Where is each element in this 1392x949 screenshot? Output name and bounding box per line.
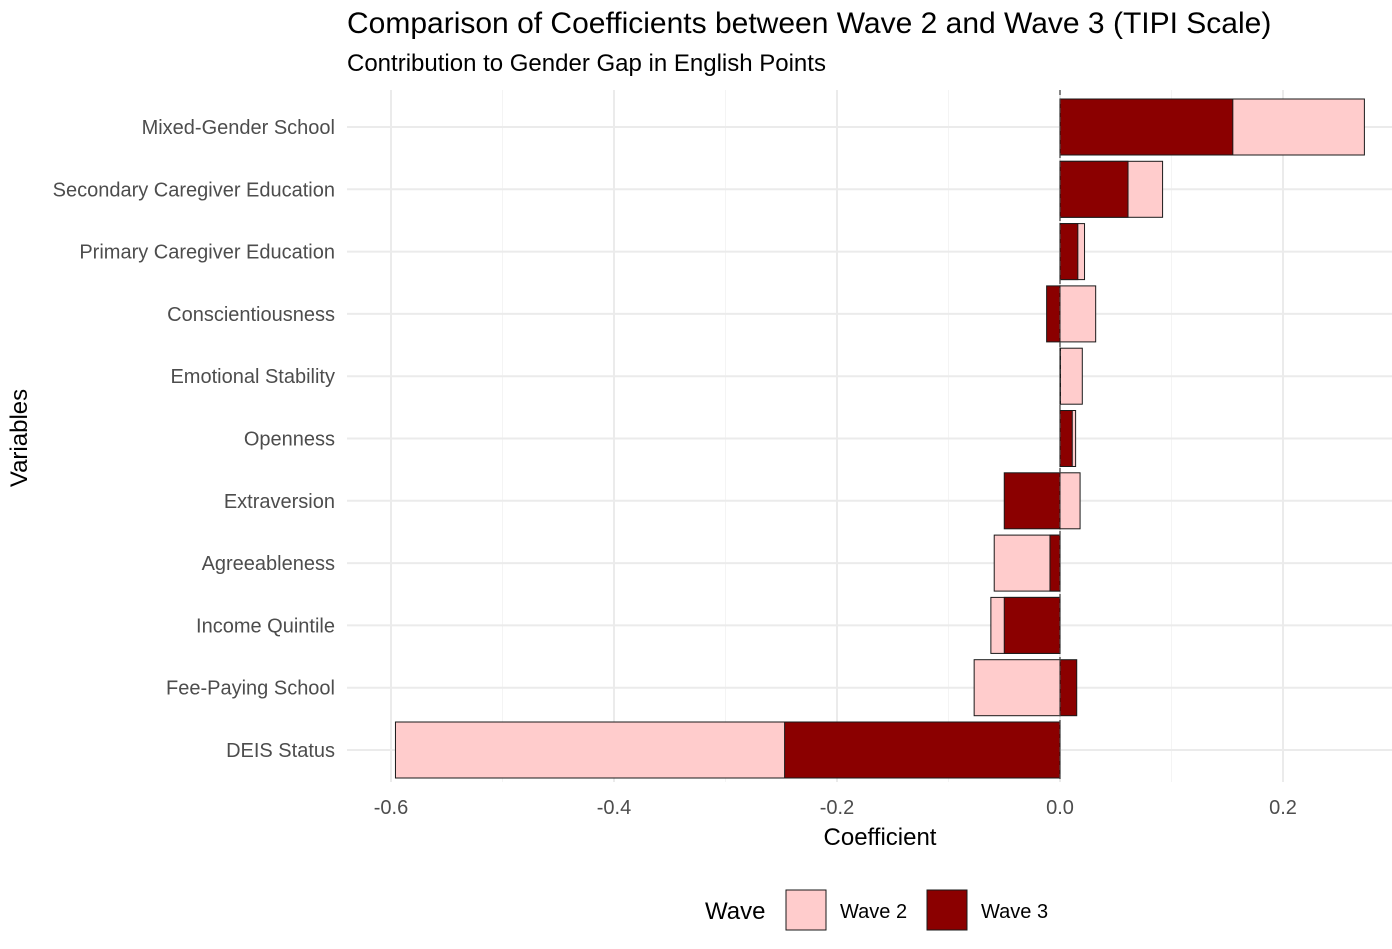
y-tick-label: Fee-Paying School	[166, 678, 335, 700]
y-axis-title: Variables	[6, 389, 33, 487]
legend-swatch-wave-3	[926, 889, 968, 931]
bar-wave-2-fee-paying-school	[973, 659, 1061, 717]
y-tick-label: DEIS Status	[226, 740, 335, 762]
legend-title: Wave	[705, 898, 765, 925]
bar-wave-3-secondary-caregiver-education	[1059, 160, 1129, 218]
bars-layer	[394, 90, 1365, 782]
y-tick-labels: Mixed-Gender School Secondary Caregiver E…	[53, 117, 335, 762]
x-tick-label: -0.4	[597, 797, 631, 819]
x-tick-label: 0.0	[1046, 797, 1074, 819]
x-tick-label: -0.6	[374, 797, 408, 819]
legend-swatch-wave-2	[785, 889, 827, 931]
bar-wave-2-agreeableness	[993, 534, 1061, 592]
y-tick-label: Emotional Stability	[170, 366, 335, 388]
bar-wave-3-fee-paying-school	[1059, 659, 1078, 717]
y-tick-label: Extraversion	[224, 491, 335, 513]
chart-title: Comparison of Coefficients between Wave …	[347, 7, 1271, 40]
y-tick-label: Mixed-Gender School	[142, 117, 335, 139]
x-axis-title: Coefficient	[824, 824, 937, 851]
y-tick-label: Conscientiousness	[167, 304, 335, 326]
bar-wave-3-emotional-stability	[1059, 347, 1061, 405]
x-tick-labels: -0.6 -0.4 -0.2 0.0 0.2	[374, 797, 1297, 819]
y-tick-label: Income Quintile	[196, 615, 335, 637]
legend-label-wave-2: Wave 2	[840, 901, 907, 923]
chart-subtitle: Contribution to Gender Gap in English Po…	[347, 50, 826, 77]
grid-layer	[347, 90, 1392, 782]
legend: Wave Wave 2 Wave 3	[705, 889, 1048, 931]
bar-wave-3-mixed-gender-school	[1059, 98, 1234, 156]
bar-wave-3-agreeableness	[1049, 534, 1061, 592]
bar-wave-3-income-quintile	[1003, 596, 1061, 654]
bar-wave-2-emotional-stability	[1059, 347, 1083, 405]
bar-wave-2-extraversion	[1059, 472, 1081, 530]
bar-wave-3-primary-caregiver-education	[1059, 223, 1079, 281]
bar-wave-3-openness	[1059, 410, 1073, 467]
legend-label-wave-3: Wave 3	[981, 901, 1048, 923]
y-tick-label: Agreeableness	[202, 553, 335, 575]
y-tick-label: Primary Caregiver Education	[79, 242, 335, 264]
bar-wave-2-conscientiousness	[1059, 285, 1097, 343]
y-tick-label: Secondary Caregiver Education	[53, 179, 335, 201]
bar-wave-3-conscientiousness	[1046, 285, 1061, 343]
x-tick-label: 0.2	[1269, 797, 1297, 819]
x-tick-label: -0.2	[820, 797, 854, 819]
y-tick-label: Openness	[244, 429, 335, 451]
bar-wave-3-extraversion	[1003, 472, 1061, 530]
bar-wave-3-deis-status	[784, 721, 1061, 779]
